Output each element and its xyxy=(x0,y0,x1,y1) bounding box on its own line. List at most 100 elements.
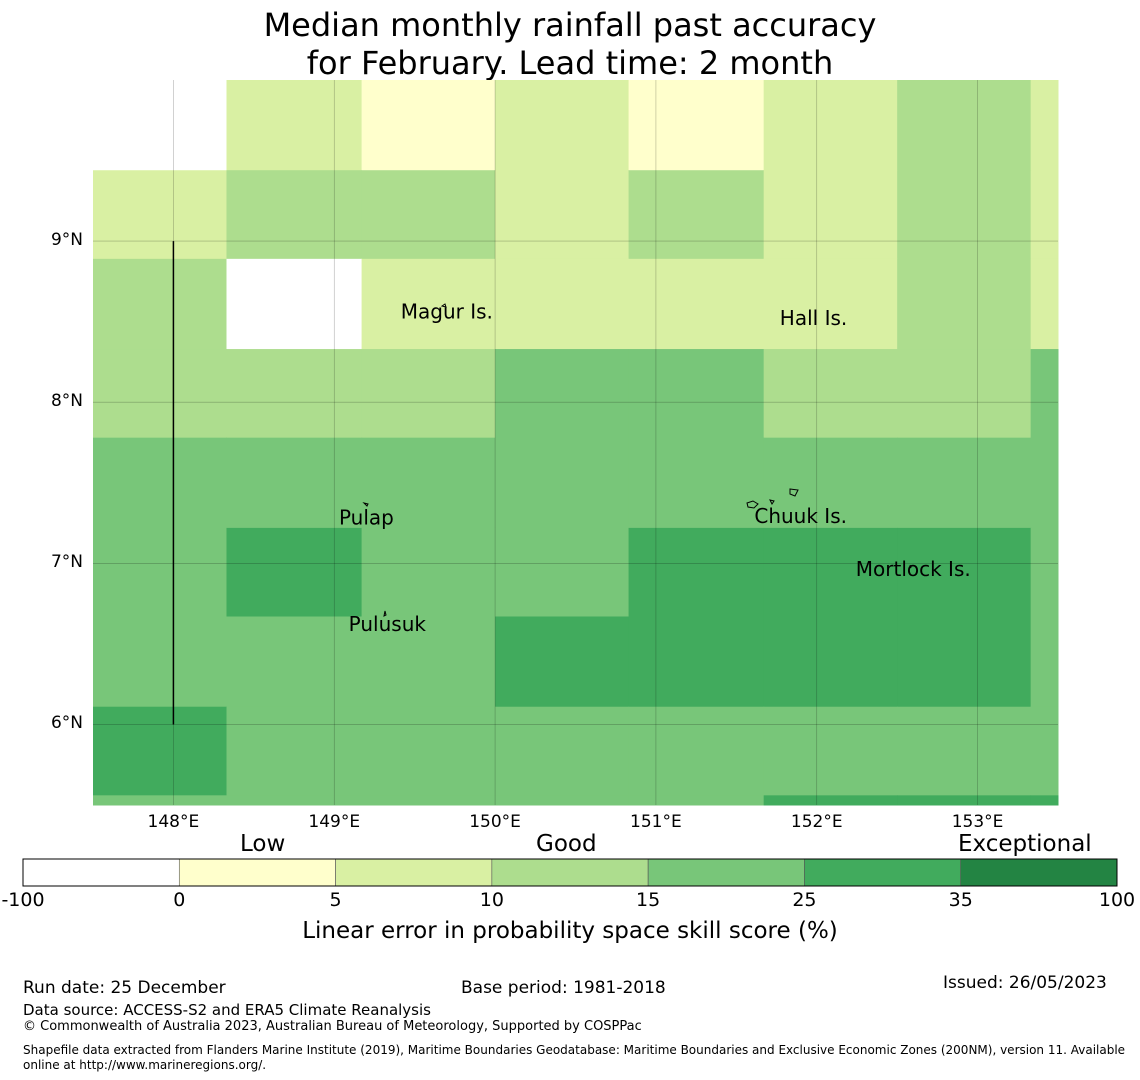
island-outline xyxy=(746,500,759,509)
grid-cell xyxy=(1030,795,1059,806)
grid-cell xyxy=(495,80,630,171)
grid-cell xyxy=(495,795,630,806)
grid-cell xyxy=(1030,437,1059,529)
colorbar-tick-label: 0 xyxy=(173,889,186,911)
category-good: Good xyxy=(536,831,597,857)
grid-cell xyxy=(763,616,898,708)
grid-cell xyxy=(361,349,496,439)
issued-date: Issued: 26/05/2023 xyxy=(943,973,1107,993)
colorbar-tick-label: 25 xyxy=(792,889,817,911)
grid-cell xyxy=(93,527,227,617)
grid-cell xyxy=(226,706,363,796)
map-title: Median monthly rainfall past accuracy fo… xyxy=(0,6,1140,82)
grid-cell xyxy=(897,616,1032,708)
grid-cell xyxy=(763,258,898,350)
place-label: Magur Is. xyxy=(401,299,493,323)
grid-cell xyxy=(897,170,1032,260)
grid-cell xyxy=(93,437,227,529)
grid-cell xyxy=(1030,706,1059,796)
place-label: Mortlock Is. xyxy=(856,557,971,581)
grid-cell xyxy=(628,258,765,350)
island-outline xyxy=(909,564,912,569)
colorbar-swatch xyxy=(335,858,493,887)
grid-cell xyxy=(361,616,496,708)
grid-cell xyxy=(495,706,630,796)
grid-cell xyxy=(361,795,496,806)
grid-cell xyxy=(226,170,363,260)
grid-cell xyxy=(1030,616,1059,708)
grid-cell xyxy=(897,258,1032,350)
grid-cell xyxy=(361,258,496,350)
longitude-label: 153°E xyxy=(951,812,1004,832)
place-label: Chuuk Is. xyxy=(754,504,847,528)
skill-map: Magur Is. Hall Is. Pulap Chuuk Is. Mortlock … xyxy=(93,80,1059,806)
place-label: Pulap xyxy=(339,506,394,530)
grid-cell xyxy=(628,80,765,171)
grid-cell xyxy=(897,795,1032,806)
island-outline xyxy=(769,499,775,505)
grid-cell xyxy=(361,706,496,796)
shapefile-credit-line-2: online at http://www.marineregions.org/. xyxy=(23,1058,267,1072)
colorbar-swatch xyxy=(804,858,962,887)
longitude-label: 152°E xyxy=(790,812,843,832)
grid-cell xyxy=(763,170,898,260)
colorbar-swatch xyxy=(178,858,336,887)
grid-cell xyxy=(361,80,496,171)
run-date: Run date: 25 December xyxy=(23,978,226,998)
grid-cell xyxy=(763,706,898,796)
island-outline xyxy=(789,488,799,497)
colorbar-tick-label: 100 xyxy=(1098,889,1136,911)
grid-cell xyxy=(897,527,1032,617)
colorbar-frame xyxy=(22,858,1118,887)
grid-cell xyxy=(628,170,765,260)
grid-cell xyxy=(1030,349,1059,439)
colorbar-tick-label: 10 xyxy=(479,889,504,911)
longitude-label: 148°E xyxy=(147,812,200,832)
grid-cell xyxy=(1030,527,1059,617)
grid-cell xyxy=(226,527,363,617)
colorbar-swatch xyxy=(960,858,1118,887)
grid-cell xyxy=(763,795,898,806)
colorbar-swatch xyxy=(491,858,649,887)
colorbar-tick-label: 5 xyxy=(329,889,342,911)
grid-cell xyxy=(628,437,765,529)
island-outline xyxy=(383,610,387,617)
shapefile-credit-line-1: Shapefile data extracted from Flanders M… xyxy=(23,1043,1126,1057)
grid-cell xyxy=(93,706,227,796)
grid-cell xyxy=(93,616,227,708)
grid-cell xyxy=(361,170,496,260)
grid-cell xyxy=(495,527,630,617)
place-label: Pulusuk xyxy=(349,612,427,636)
base-period: Base period: 1981-2018 xyxy=(461,978,666,998)
colorbar-tick-label: -100 xyxy=(1,889,45,911)
data-source: Data source: ACCESS-S2 and ERA5 Climate … xyxy=(23,1001,431,1019)
island-outline xyxy=(440,303,447,308)
island-outline xyxy=(362,502,369,507)
colorbar-label: Linear error in probability space skill … xyxy=(302,918,838,944)
grid-cell xyxy=(93,170,227,260)
category-low: Low xyxy=(240,831,286,857)
colorbar-swatch xyxy=(647,858,805,887)
grid-cell xyxy=(628,616,765,708)
colorbar-tick-label: 15 xyxy=(636,889,661,911)
grid-cell xyxy=(897,706,1032,796)
grid-cell xyxy=(628,349,765,439)
grid-cell xyxy=(1030,258,1059,350)
grid-cell xyxy=(897,80,1032,171)
longitude-label: 150°E xyxy=(469,812,521,832)
longitude-label: 151°E xyxy=(630,812,682,832)
grid-cell xyxy=(628,706,765,796)
grid-cell xyxy=(495,616,630,708)
grid-cell xyxy=(763,80,898,171)
grid-cell xyxy=(495,258,630,350)
grid-cell xyxy=(93,349,227,439)
grid-cell xyxy=(361,527,496,617)
latitude-label: 8°N xyxy=(50,391,83,412)
grid-cell xyxy=(628,795,765,806)
category-exceptional: Exceptional xyxy=(958,831,1092,857)
grid-cell xyxy=(897,349,1032,439)
grid-cell xyxy=(226,437,363,529)
grid-cell xyxy=(1030,80,1059,171)
title-line-1: Median monthly rainfall past accuracy xyxy=(263,6,877,44)
grid-cell xyxy=(897,437,1032,529)
